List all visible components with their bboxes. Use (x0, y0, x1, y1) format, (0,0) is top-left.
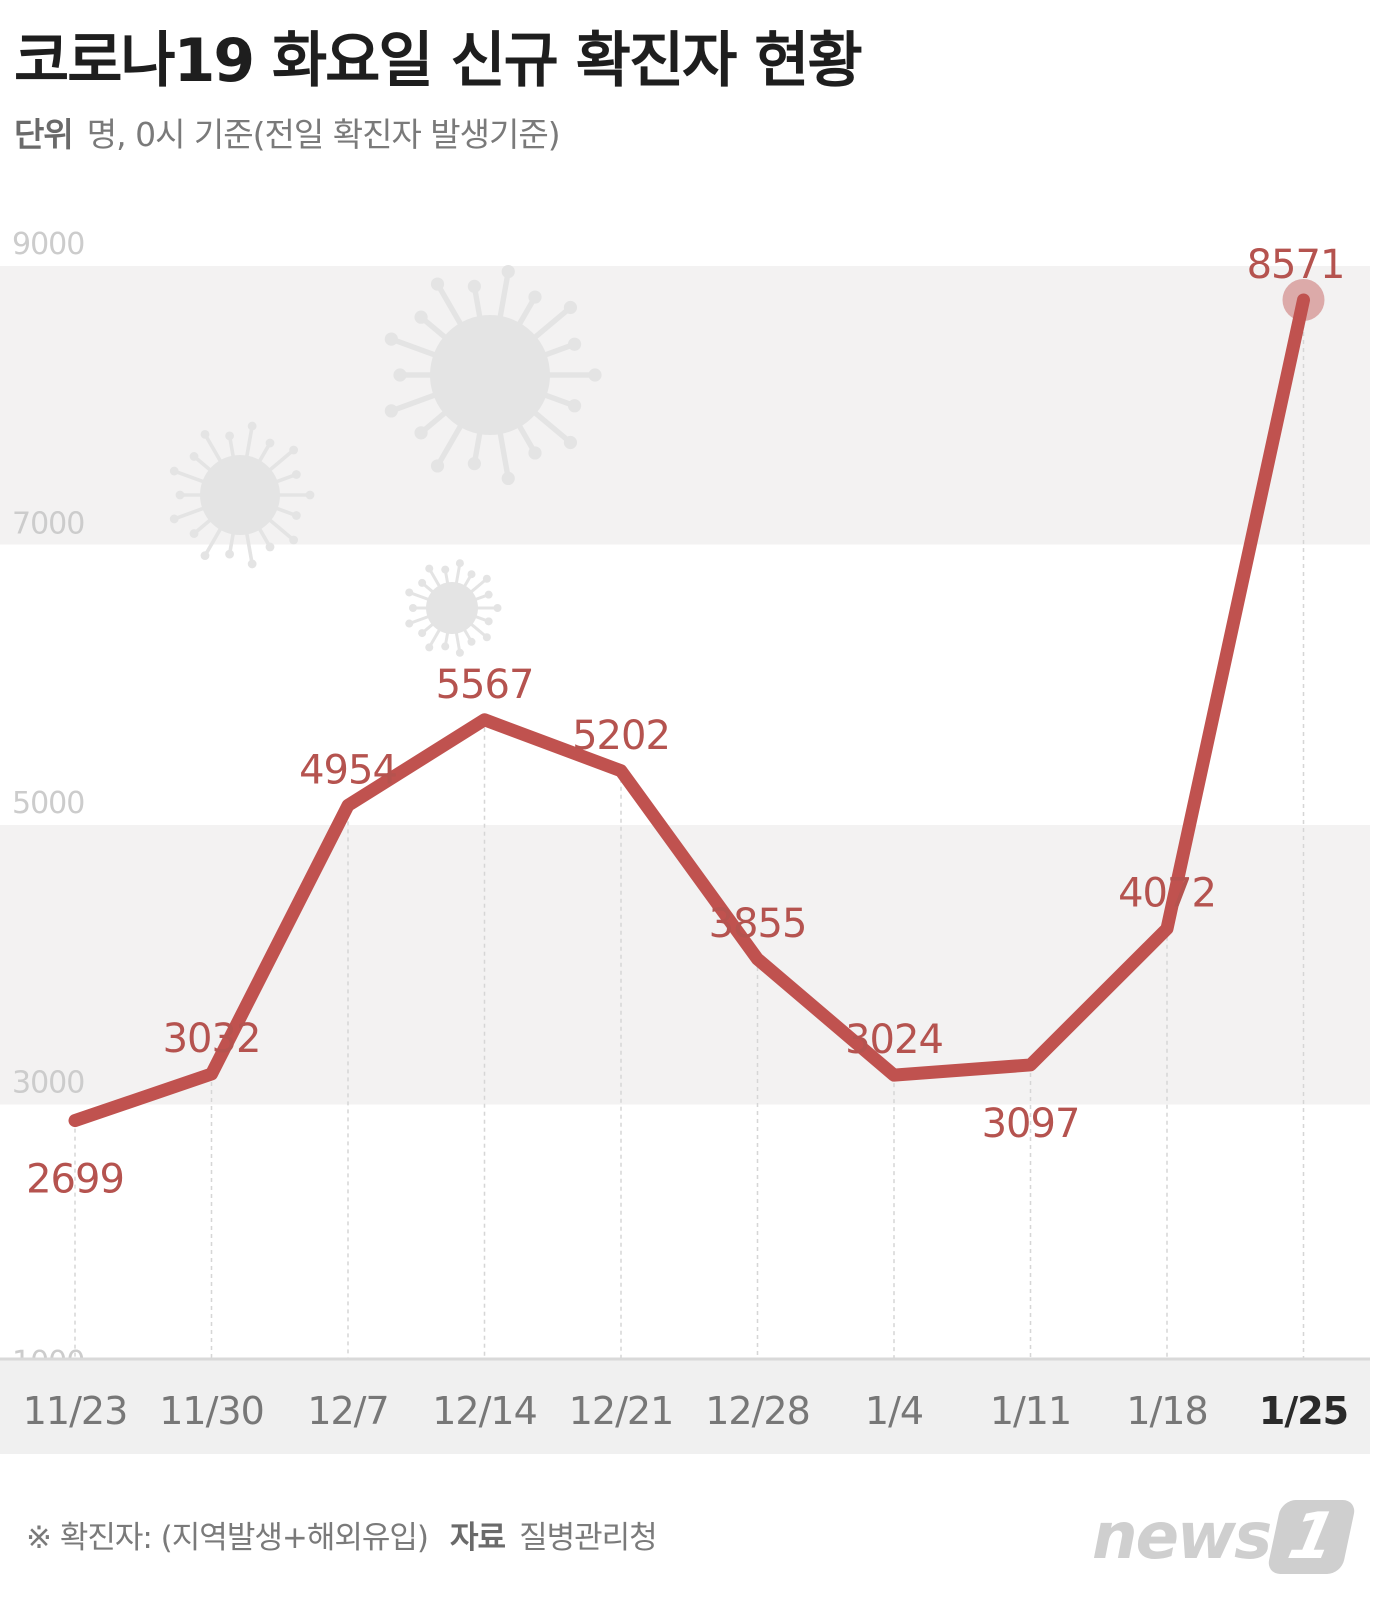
data-label: 3032 (163, 1016, 261, 1062)
x-tick-label: 12/14 (432, 1389, 537, 1433)
virus-illustration-medium (169, 421, 315, 569)
x-tick-label: 12/28 (705, 1389, 810, 1433)
data-label: 3024 (845, 1017, 943, 1063)
page-title: 코로나19 화요일 신규 확진자 현황 (14, 26, 863, 96)
x-tick-label: 12/21 (569, 1389, 674, 1433)
x-tick-label: 1/25 (1259, 1389, 1348, 1433)
series-line (68, 293, 1310, 1128)
source-label: 자료 (450, 1520, 506, 1556)
x-tick-label: 1/4 (865, 1389, 923, 1433)
x-tick-label: 12/7 (307, 1389, 388, 1433)
data-label: 4072 (1118, 871, 1216, 917)
data-label: 5567 (436, 662, 534, 708)
data-label: 2699 (26, 1157, 124, 1203)
virus-illustration-large (384, 264, 602, 486)
x-tick-label: 11/30 (159, 1389, 264, 1433)
data-label: 8571 (1247, 242, 1345, 288)
footnote: ※ 확진자: (지역발생+해외유입) (26, 1520, 429, 1556)
x-tick-label: 11/23 (23, 1389, 128, 1433)
news1-logo: news 1 (1092, 1500, 1357, 1574)
virus-illustration-small (405, 559, 502, 657)
unit-subtitle: 단위 명, 0시 기준(전일 확진자 발생기준) (14, 108, 561, 156)
data-label: 4954 (299, 747, 397, 793)
highlight-point (1282, 278, 1325, 321)
band-3000-5000 (0, 825, 1370, 1105)
x-tick-label: 1/11 (990, 1389, 1071, 1433)
logo-mark: 1 (1266, 1500, 1357, 1574)
x-tick-label: 1/18 (1126, 1389, 1207, 1433)
data-label: 3855 (709, 901, 807, 947)
y-tick-label: 5000 (12, 786, 84, 821)
data-label: 5202 (572, 713, 670, 759)
y-tick-label: 7000 (12, 507, 84, 542)
logo-text: news (1092, 1500, 1272, 1574)
y-tick-label: 3000 (12, 1066, 84, 1101)
unit-label: 단위 (14, 115, 74, 154)
y-tick-label: 9000 (12, 227, 84, 262)
source-text: 질병관리청 (519, 1520, 658, 1556)
unit-text: 명, 0시 기준(전일 확진자 발생기준) (86, 115, 561, 154)
footer-note: ※ 확진자: (지역발생+해외유입) 자료 질병관리청 (26, 1512, 658, 1557)
data-label: 3097 (982, 1101, 1080, 1147)
x-axis-band (0, 1358, 1370, 1454)
line-chart: 1000300050007000900011/2311/3012/712/141… (0, 227, 1370, 1454)
